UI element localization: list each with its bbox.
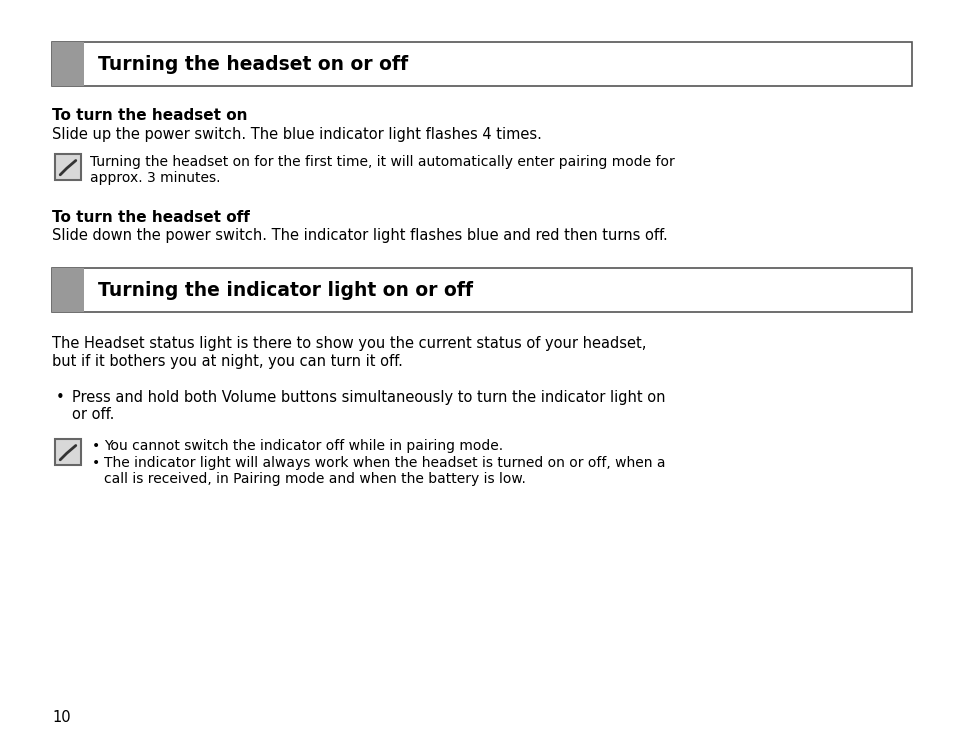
Text: The indicator light will always work when the headset is turned on or off, when : The indicator light will always work whe… xyxy=(104,456,665,470)
Text: To turn the headset on: To turn the headset on xyxy=(52,108,247,123)
Text: Slide down the power switch. The indicator light flashes blue and red then turns: Slide down the power switch. The indicat… xyxy=(52,228,667,243)
Text: To turn the headset off: To turn the headset off xyxy=(52,210,250,225)
Text: The Headset status light is there to show you the current status of your headset: The Headset status light is there to sho… xyxy=(52,336,646,351)
Text: •: • xyxy=(56,390,65,405)
Bar xyxy=(52,268,911,312)
Text: •: • xyxy=(91,456,100,470)
Text: Turning the headset on or off: Turning the headset on or off xyxy=(98,54,408,73)
Text: •: • xyxy=(91,439,100,453)
Text: approx. 3 minutes.: approx. 3 minutes. xyxy=(90,171,220,185)
Bar xyxy=(55,154,81,180)
Text: call is received, in Pairing mode and when the battery is low.: call is received, in Pairing mode and wh… xyxy=(104,472,525,486)
Text: Turning the indicator light on or off: Turning the indicator light on or off xyxy=(98,280,473,300)
Text: Press and hold both Volume buttons simultaneously to turn the indicator light on: Press and hold both Volume buttons simul… xyxy=(71,390,665,405)
Text: but if it bothers you at night, you can turn it off.: but if it bothers you at night, you can … xyxy=(52,354,402,369)
Text: Turning the headset on for the first time, it will automatically enter pairing m: Turning the headset on for the first tim… xyxy=(90,155,674,169)
Bar xyxy=(52,42,84,86)
Text: Slide up the power switch. The blue indicator light flashes 4 times.: Slide up the power switch. The blue indi… xyxy=(52,127,541,142)
Bar xyxy=(52,268,84,312)
Text: or off.: or off. xyxy=(71,407,114,422)
Text: 10: 10 xyxy=(52,710,71,725)
Text: You cannot switch the indicator off while in pairing mode.: You cannot switch the indicator off whil… xyxy=(104,439,502,453)
Bar xyxy=(55,439,81,465)
Bar xyxy=(52,42,911,86)
